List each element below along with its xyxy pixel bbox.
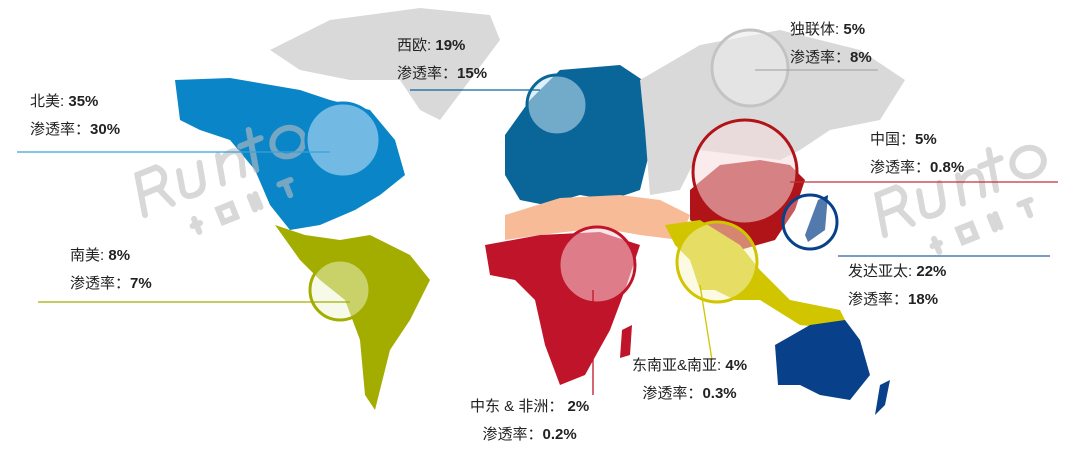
watermark-logo-left [134, 124, 307, 235]
middle-east-africa-circle [557, 225, 637, 305]
japan-circle [781, 193, 839, 251]
north-america-circle [304, 101, 382, 179]
madagascar [620, 325, 632, 358]
cis-region [640, 30, 905, 195]
western-europe-circle [525, 73, 589, 137]
label-north-america: 北美: 35% 渗透率：30% [30, 93, 121, 138]
label-developed-apac: 发达亚太: 22% 渗透率：18% [848, 263, 947, 308]
southeast-south-asia-leader [699, 284, 713, 361]
japan [805, 195, 828, 242]
southeast-south-asia-circle [675, 220, 759, 304]
label-cis: 独联体: 5% 渗透率：8% [790, 21, 872, 66]
greenland [270, 8, 500, 120]
label-southeast-south-asia: 东南亚&南亚: 4% 渗透率：0.3% [632, 357, 748, 402]
new-zealand [875, 380, 890, 415]
label-china: 中国：5% 渗透率：0.8% [870, 131, 965, 176]
north-africa-me-region [505, 195, 690, 240]
label-middle-east-africa: 中东 & 非洲： 2% 渗透率：0.2% [470, 398, 590, 443]
china-circle [691, 118, 799, 226]
developed-apac-region [775, 320, 870, 400]
south-america-circle [308, 258, 372, 322]
watermark-logo-right [874, 144, 1047, 255]
label-western-europe: 西欧: 19% 渗透率：15% [397, 37, 488, 82]
cis-circle [710, 28, 790, 108]
label-south-america: 南美: 8% 渗透率：7% [70, 247, 152, 292]
